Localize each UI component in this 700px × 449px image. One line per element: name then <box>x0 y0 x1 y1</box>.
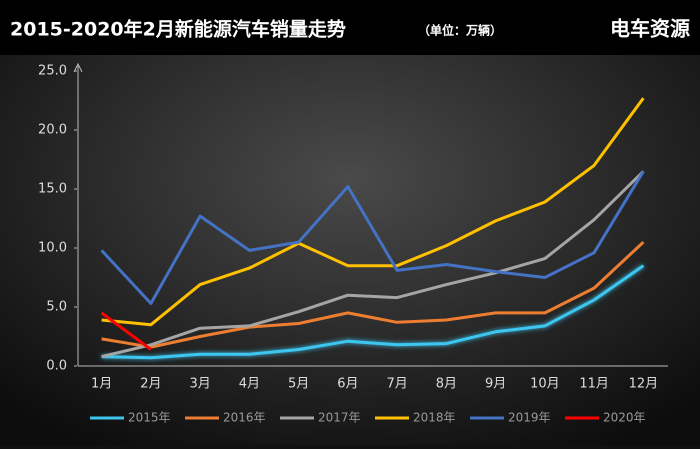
x-tick-label: 4月 <box>239 377 260 392</box>
y-tick-label: 0.0 <box>46 359 67 374</box>
y-tick-label: 10.0 <box>38 241 67 256</box>
y-axis-arrow <box>73 62 83 73</box>
series-line <box>100 311 152 351</box>
x-tick-label: 6月 <box>337 377 358 392</box>
series-line <box>101 97 645 327</box>
x-tick-label: 12月 <box>629 377 659 392</box>
x-tick-label: 1月 <box>91 377 112 392</box>
y-tick-label: 20.0 <box>38 123 67 138</box>
y-tick-label: 25.0 <box>38 64 67 79</box>
series-line <box>101 241 645 349</box>
legend-label: 2016年 <box>223 411 266 425</box>
x-tick-label: 11月 <box>579 377 609 392</box>
x-tick-label: 5月 <box>288 377 309 392</box>
series-line <box>101 170 645 359</box>
x-tick-label: 3月 <box>189 377 210 392</box>
x-tick-label: 7月 <box>386 377 407 392</box>
series-line <box>100 170 645 305</box>
chart-subtitle: （单位：万辆） <box>418 23 502 38</box>
legend-label: 2017年 <box>318 411 361 425</box>
title-bar <box>0 0 700 55</box>
x-tick-label: 9月 <box>485 377 506 392</box>
legend-label: 2020年 <box>603 411 646 425</box>
y-tick-label: 15.0 <box>38 182 67 197</box>
legend-label: 2015年 <box>128 411 171 425</box>
x-tick-label: 10月 <box>530 377 560 392</box>
x-tick-label: 8月 <box>436 377 457 392</box>
legend-label: 2018年 <box>413 411 456 425</box>
x-tick-label: 2月 <box>140 377 161 392</box>
series-line <box>101 264 645 360</box>
legend-label: 2019年 <box>508 411 551 425</box>
brand-logo: 电车资源 <box>610 17 690 41</box>
chart-title: 2015-2020年2月新能源汽车销量走势 <box>10 18 346 41</box>
y-tick-label: 5.0 <box>46 300 67 315</box>
